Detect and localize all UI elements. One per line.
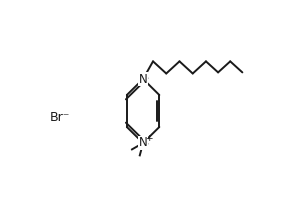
Text: Br⁻: Br⁻ [49, 111, 70, 124]
Text: +: + [145, 134, 153, 143]
Text: N: N [139, 73, 148, 85]
Text: N: N [139, 137, 148, 149]
